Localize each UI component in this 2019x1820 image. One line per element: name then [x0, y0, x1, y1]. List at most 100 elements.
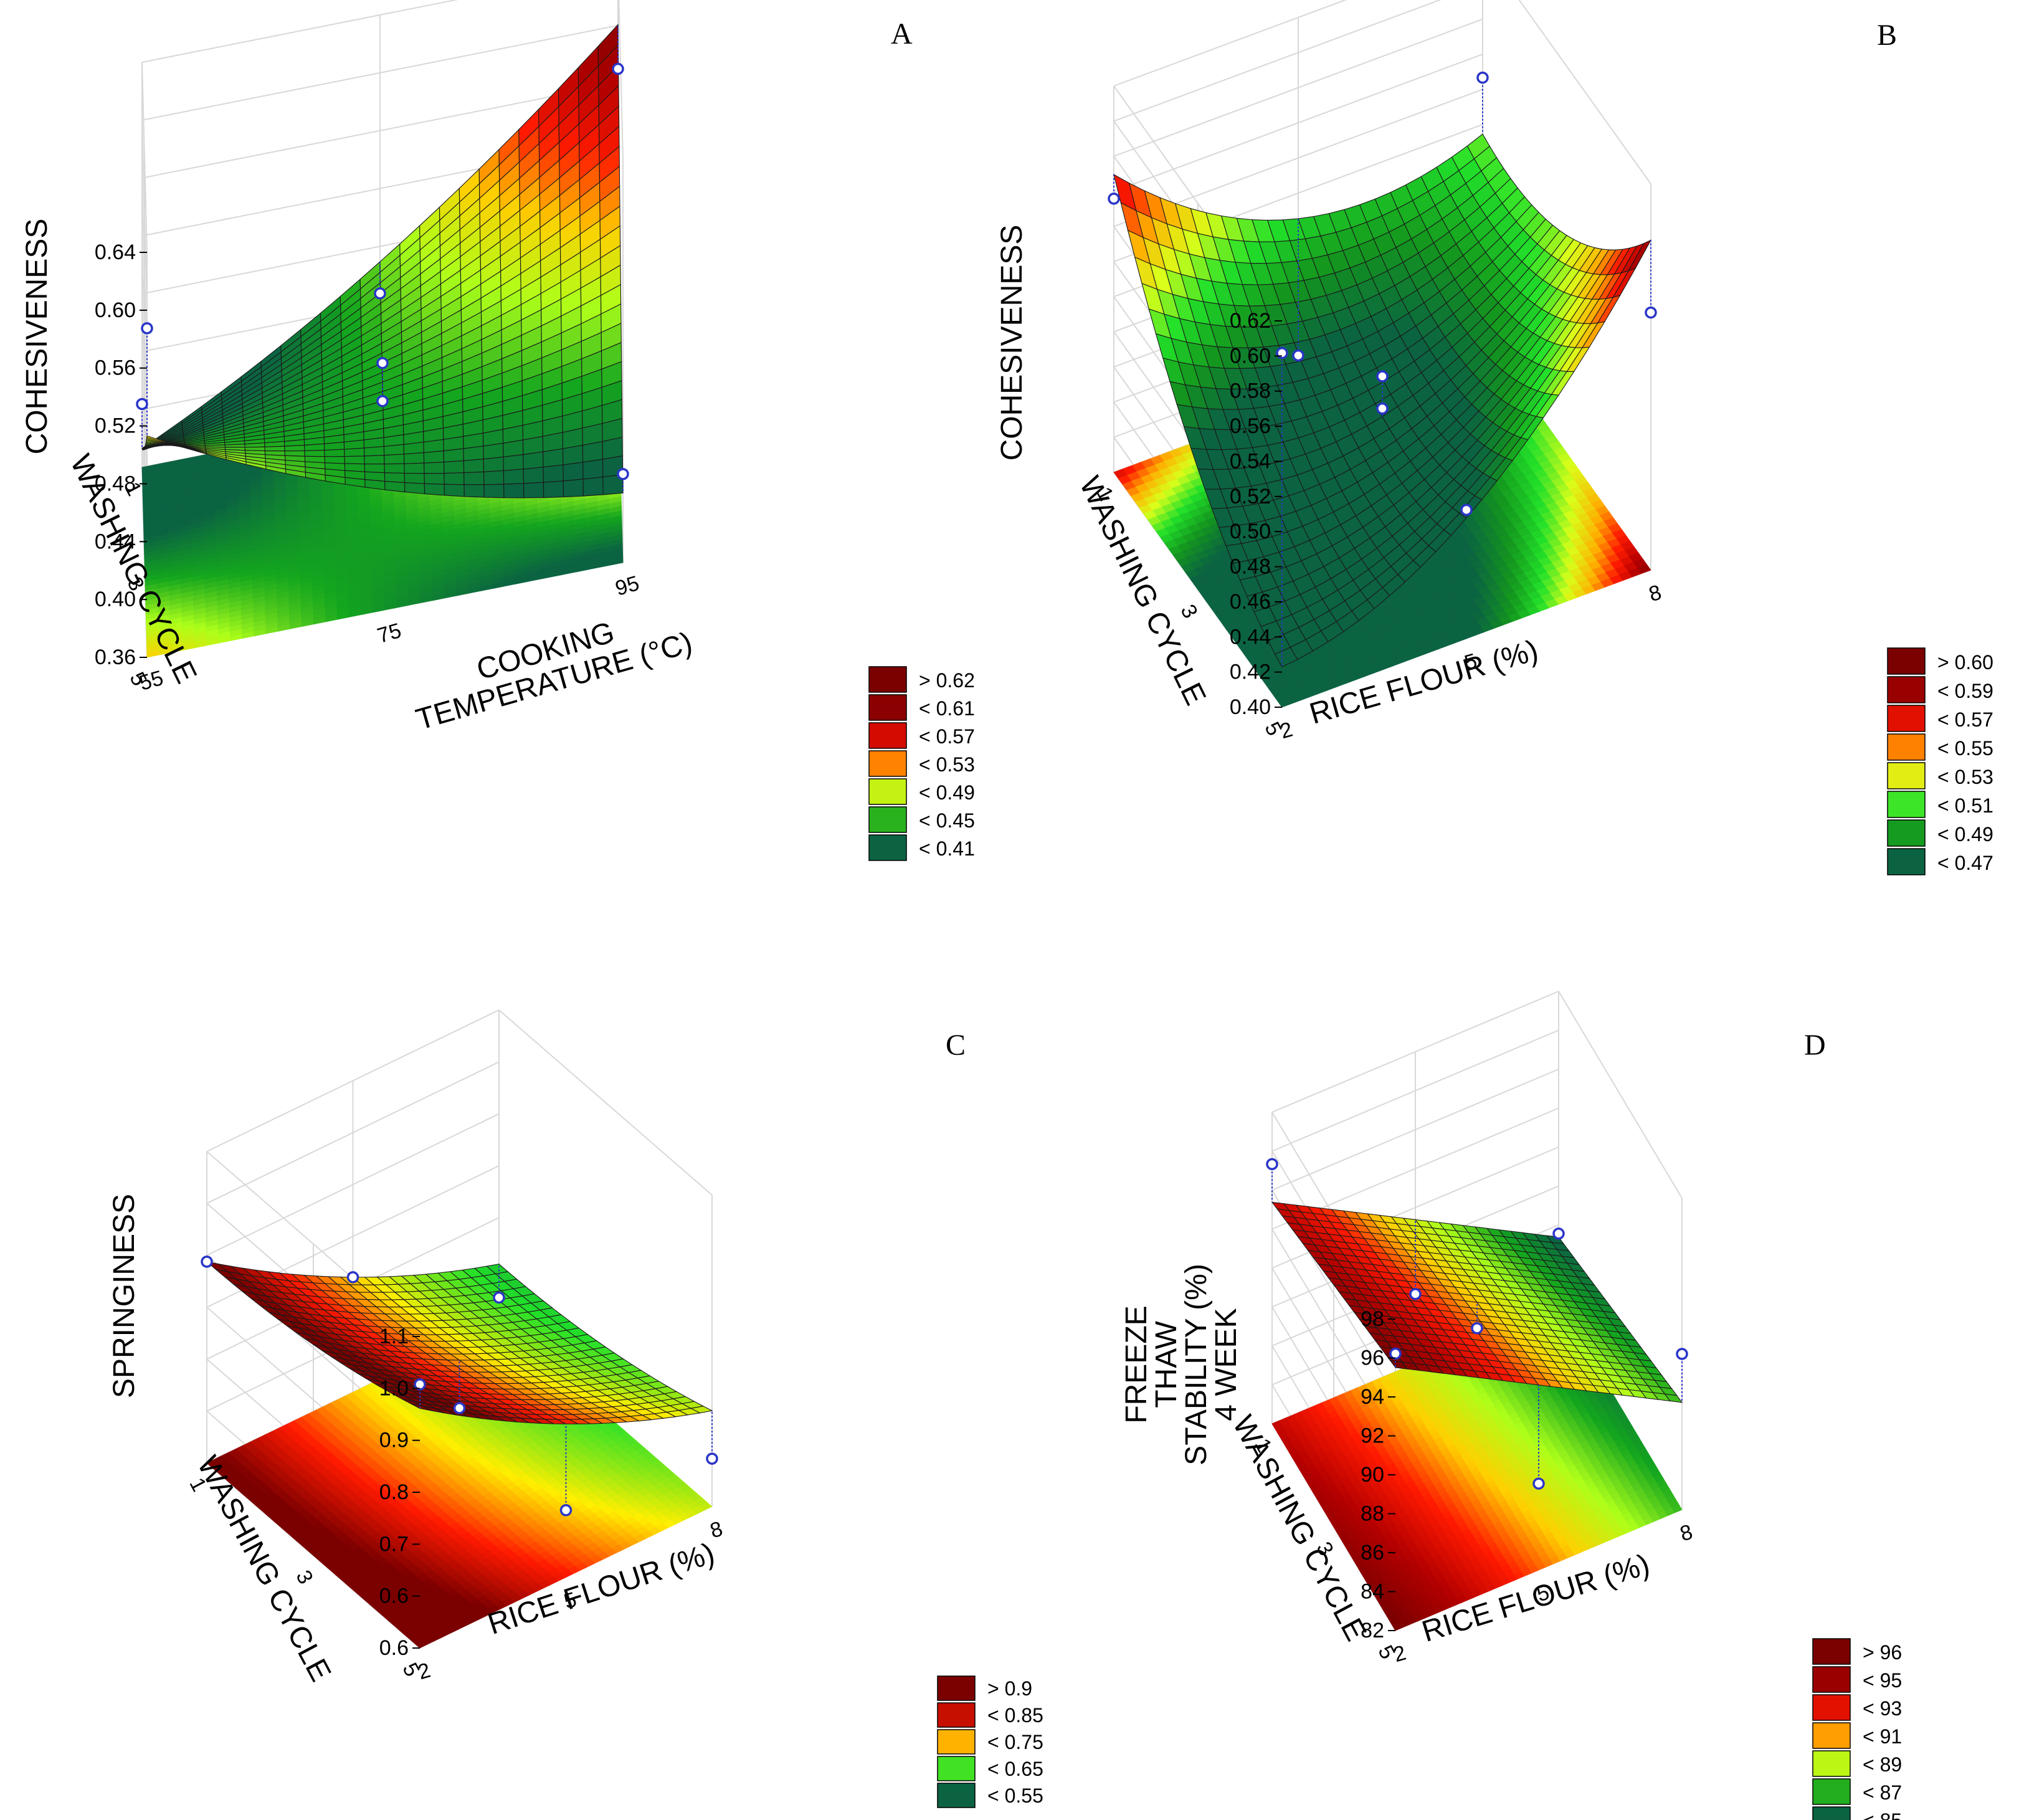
legend-label: < 0.53 [919, 753, 975, 776]
z-tick-label: 0.64 [95, 241, 136, 264]
legend-swatch [868, 666, 907, 693]
legend-swatch [868, 694, 907, 721]
surface-cell [563, 479, 584, 498]
z-tick-label: 0.56 [1230, 414, 1271, 438]
surface-cell [424, 462, 445, 474]
surface-cell [324, 449, 345, 457]
legend-swatch [868, 778, 907, 805]
z-tick-label: 0.52 [1230, 485, 1271, 508]
z-tick-label: 0.62 [1230, 309, 1271, 333]
y-tick-label: 3 [1176, 601, 1202, 622]
legend-swatch [1887, 733, 1926, 761]
legend-label: > 0.60 [1937, 651, 1993, 674]
surface-cell [403, 452, 425, 464]
legend-label: < 0.55 [1937, 737, 1993, 760]
surface-cell [483, 484, 505, 498]
surface-cell [323, 441, 345, 451]
legend-swatch [1887, 762, 1926, 789]
surface-cell [563, 462, 584, 482]
surface-cell [503, 454, 524, 471]
z-tick-label: 0.56 [95, 356, 136, 380]
x-tick-label: 95 [613, 571, 642, 601]
data-point [1108, 193, 1120, 205]
z-tick-label: 0.36 [95, 646, 136, 669]
surface-cell [463, 471, 485, 485]
legend-label: < 0.59 [1937, 680, 1993, 702]
z-tick-label: 0.48 [1230, 555, 1271, 579]
legend-label: < 0.53 [1937, 766, 1993, 788]
x-axis-label: COOKINGTEMPERATURE (°C) [404, 596, 696, 736]
surface-cell [543, 480, 564, 498]
surface-cell [344, 455, 365, 465]
legend-swatch [1887, 819, 1926, 847]
legend-swatch [1887, 705, 1926, 732]
z-tick-label: 0.40 [1230, 695, 1271, 719]
surface-cell [483, 442, 504, 460]
z-axis-label: COHESIVENESS [995, 225, 1029, 461]
box-edge [498, 1009, 713, 1196]
legend-swatch [1887, 647, 1926, 675]
legend-label: < 0.45 [919, 809, 975, 832]
panel-a-letter: A [891, 17, 913, 50]
data-point [376, 357, 389, 369]
panel-a: A 0.360.400.440.480.520.560.600.64557595… [21, 0, 975, 861]
legend-swatch [868, 750, 907, 777]
data-point [1645, 306, 1657, 319]
x-tick-label: 75 [375, 619, 404, 648]
surface-cell [364, 455, 385, 465]
surface-cell [423, 439, 444, 454]
legend-swatch [1887, 791, 1926, 818]
legend-label: < 0.61 [919, 697, 975, 720]
box-edge [1518, 0, 1651, 184]
surface-cell [384, 480, 406, 493]
data-point [617, 468, 629, 480]
surface-cell [523, 467, 544, 484]
surface-cell [503, 439, 524, 458]
legend-label: < 0.49 [919, 781, 975, 804]
surface-cell [582, 476, 604, 497]
surface-cell [344, 447, 365, 457]
data-point [1376, 402, 1389, 415]
surface-cell [424, 472, 445, 485]
surface-cell [284, 444, 305, 452]
surface-cell [423, 450, 445, 464]
surface-cell [522, 436, 544, 455]
surface-cell [463, 459, 485, 474]
legend-swatch [868, 722, 907, 749]
data-point [612, 62, 624, 75]
data-point [136, 398, 148, 411]
legend-a: > 0.62< 0.61< 0.57< 0.53< 0.49< 0.45< 0.… [868, 666, 975, 861]
surface-a [141, 24, 624, 498]
data-point [141, 322, 153, 335]
panel-c-letter: C [946, 1029, 966, 1062]
z-axis-label-line: COHESIVENESS [21, 219, 54, 455]
z-tick-label: 0.52 [95, 414, 136, 438]
surface-cell [483, 470, 505, 485]
data-point [376, 394, 389, 407]
z-tick-label: 0.46 [1230, 590, 1271, 614]
surface-cell [304, 450, 325, 457]
surface-cell [384, 454, 405, 465]
legend-swatch [1887, 848, 1926, 875]
surface-cell [443, 460, 465, 474]
legend-label: < 0.41 [919, 837, 975, 860]
surface-cell [582, 441, 604, 463]
panel-b: B 0.400.420.440.460.480.500.520.540.560.… [995, 0, 1993, 875]
surface-cell [424, 483, 445, 496]
surface-cell [582, 459, 604, 480]
surface-cell [602, 437, 623, 460]
data-point [1376, 370, 1389, 383]
surface-cell [523, 482, 544, 498]
z-axis-label: COHESIVENESS [21, 219, 54, 455]
z-tick-label: 0.44 [1230, 625, 1271, 649]
surface-cell [543, 464, 564, 483]
legend-label: < 0.51 [1937, 794, 1993, 817]
surface-cell [324, 456, 345, 464]
legend-label: < 0.47 [1937, 852, 1993, 874]
surface-cell [463, 445, 484, 462]
surface-cell [264, 445, 285, 452]
data-point [374, 287, 386, 300]
z-tick-label: 0.60 [1230, 344, 1271, 368]
z-tick-label: 0.58 [1230, 379, 1271, 403]
